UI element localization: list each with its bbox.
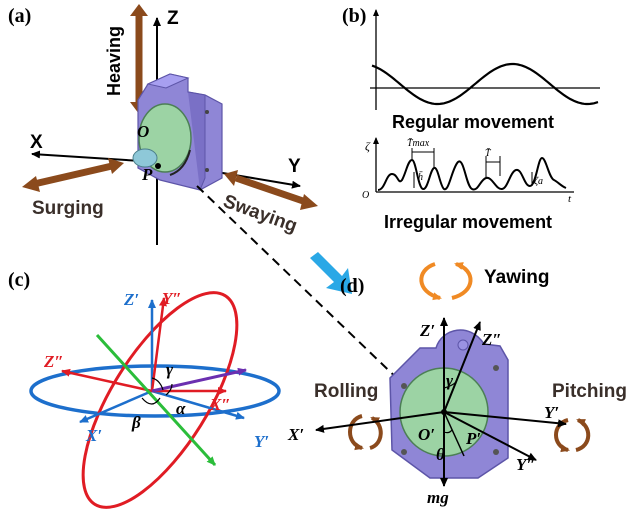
panel-a: (a) Z X Y Heaving Surging Swaying <box>8 4 318 245</box>
yawing-arrow-right <box>451 262 473 300</box>
c-y1-axis <box>151 389 245 420</box>
regular-wave <box>371 62 599 106</box>
d-z1-label: Z′ <box>419 321 435 340</box>
panel-c-label: (c) <box>8 269 30 291</box>
d-y2-axis <box>443 411 537 461</box>
d-p1-label: P′ <box>465 429 481 448</box>
d-x1-label: X′ <box>287 425 304 444</box>
c-alpha-label: α <box>176 399 186 418</box>
zeta-label: ζ <box>365 139 371 153</box>
surging-label: Surging <box>32 198 104 219</box>
irregular-wave <box>377 156 567 191</box>
device-a <box>132 73 223 191</box>
gamma-arc <box>151 377 164 391</box>
d-theta-label: θ <box>436 445 445 464</box>
d-p-line <box>443 411 465 457</box>
c-x1-axis <box>79 389 153 424</box>
d-y1-axis <box>443 411 567 428</box>
c-x2-label: X″ <box>209 395 231 414</box>
mg-label: mg <box>427 488 449 507</box>
d-x1-axis <box>315 411 445 433</box>
yawing-arrow-left <box>419 262 442 301</box>
panel-d-label: (d) <box>340 275 364 297</box>
t-label: t <box>568 193 572 205</box>
d-origin-point <box>441 409 447 415</box>
tmax-label: T̄max <box>407 137 430 149</box>
c-purple-axis <box>151 367 247 393</box>
d-y2-label: Y″ <box>516 455 536 474</box>
c-y2-label: Y″ <box>162 289 182 308</box>
c-beta-label: β <box>131 413 141 432</box>
panel-a-label: (a) <box>8 5 31 27</box>
alpha-arc <box>165 383 173 396</box>
a-origin-label: O <box>137 122 149 141</box>
c-gamma-label: γ <box>166 360 174 379</box>
d-y1-label: Y′ <box>544 403 559 422</box>
c-z1-label: Z′ <box>123 290 139 309</box>
beta-arc <box>141 397 161 405</box>
swaying-arrow-head-left <box>224 170 238 186</box>
panel-b-label: (b) <box>342 5 366 27</box>
a-y-axis-label: Y <box>288 156 301 177</box>
d-z2-axis <box>443 321 481 413</box>
heaving-arrow-head-up <box>130 4 148 16</box>
heaving-label: Heaving <box>104 26 124 96</box>
c-z2-label: Z″ <box>43 352 64 371</box>
a-p-label: P <box>141 165 153 184</box>
panel-d: (d) Yawing Rolling Pitching <box>287 262 627 507</box>
rolling-arrow-right <box>369 416 383 450</box>
pitching-label: Pitching <box>552 381 627 402</box>
swaying-arrow <box>234 174 308 206</box>
tbar-label: T̄ <box>485 147 492 159</box>
panel-b: (b) Regular movement ζ t O T̄max h̄ T̄ ζ… <box>342 5 600 232</box>
surging-arrow-head-left <box>22 176 40 192</box>
irregular-label: Irregular movement <box>384 212 552 232</box>
d-o1-label: O′ <box>418 425 435 444</box>
hbar-label: h̄ <box>418 171 423 183</box>
surging-arrow-head-right <box>108 158 124 174</box>
c-y1-label: Y′ <box>254 432 269 451</box>
rolling-label: Rolling <box>314 381 378 402</box>
c-y2-axis <box>150 297 167 392</box>
zeta-a-label: ζa <box>534 176 543 187</box>
rolling-arrow-left <box>348 414 364 451</box>
surging-arrow <box>33 162 113 188</box>
regular-label: Regular movement <box>392 112 554 132</box>
red-frame-ellipse <box>81 291 239 509</box>
d-gamma-label: γ <box>446 371 454 390</box>
c-z2-axis <box>61 368 153 393</box>
c-x1-label: X′ <box>85 426 102 445</box>
a-z-axis-label: Z <box>167 8 179 29</box>
pitching-arrow-right <box>575 418 591 452</box>
d-z2-label: Z″ <box>481 330 502 349</box>
d-theta-arc <box>443 429 453 434</box>
zoom-pointer-arrow <box>310 252 352 294</box>
a-p-point <box>155 163 161 169</box>
swaying-arrow-head-right <box>300 194 318 210</box>
c-green-axis <box>95 333 217 467</box>
d-gamma-arc <box>443 381 457 389</box>
a-x-axis-label: X <box>30 132 43 153</box>
device-d <box>389 329 509 479</box>
yawing-label: Yawing <box>484 267 549 288</box>
origin-label: O <box>362 190 369 201</box>
panel-c: (c) Z′ Y″ Z″ X″ X′ Y′ γ α β <box>8 269 281 509</box>
